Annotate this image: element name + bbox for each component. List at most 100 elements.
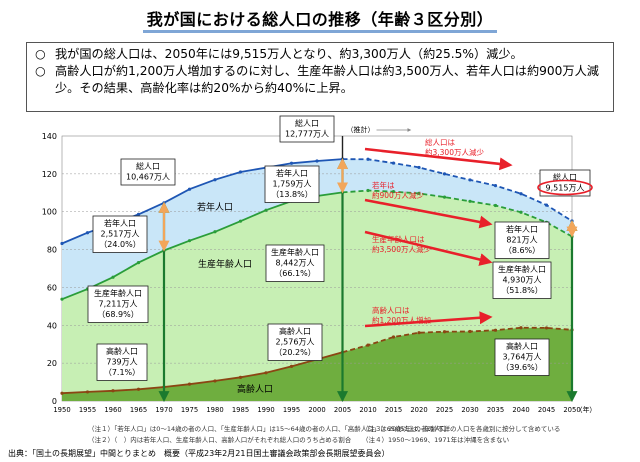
estimate-label: （推計） (347, 125, 375, 134)
total-point (493, 183, 498, 188)
working-1970-callout-text: （68.9%） (97, 310, 138, 319)
total-point (391, 161, 396, 165)
elderly-point (289, 364, 294, 368)
summary-line: ○ 我が国の総人口は、2050年には9,515万人となり、約3,300万人（約2… (35, 46, 605, 63)
total-decrease-note: 総人口は (425, 137, 455, 147)
working-decrease-note: 生産年齢人口は (372, 234, 425, 244)
total-point (136, 212, 141, 216)
young-area (62, 159, 572, 300)
working-point (417, 191, 421, 195)
total-2050-callout (539, 169, 591, 197)
working-2005-callout-text: （66.1%） (274, 269, 315, 278)
y-tick-label: 140 (42, 132, 57, 141)
elderly-point (238, 375, 243, 379)
elderly-1970-callout-text: （7.1%） (104, 368, 140, 377)
elderly-2005-callout-text: （20.2%） (274, 348, 315, 357)
working-2050-callout-text: （51.8%） (501, 286, 542, 295)
young-2005-callout-text: 若年人口 (276, 168, 308, 178)
total-1970-callout (120, 158, 176, 186)
total-point (442, 172, 447, 176)
working-decrease-arrow (364, 230, 493, 266)
working-2005-callout-text: 生産年齢人口 (271, 247, 319, 257)
young-2050-callout-text: （8.6%） (504, 246, 540, 255)
young-area-label: 若年人口 (197, 201, 233, 213)
young-1970-callout (92, 215, 148, 253)
working-2050-callout (492, 261, 552, 299)
elderly-2050-callout-text: 高齢人口 (506, 341, 538, 351)
total-point (213, 178, 217, 182)
total-point (417, 165, 421, 170)
elderly-point (213, 379, 217, 383)
elderly-2005-callout-text: 2,576万人 (276, 338, 315, 347)
young-decrease-note: 若年は (372, 180, 395, 190)
elderly-increase-note: 高齢人口は (372, 305, 410, 315)
bullet-icon: ○ (35, 64, 46, 78)
working-line-projection (342, 189, 573, 238)
elderly-point (60, 391, 64, 395)
young-1970-callout-text: 2,517万人 (101, 230, 140, 239)
elderly-point (136, 387, 141, 391)
working-point (519, 210, 523, 214)
working-decrease-note: 約3,500万人減少 (372, 244, 431, 254)
elderly-point (468, 329, 472, 334)
total-point (468, 178, 472, 182)
total-2005-callout-text: 総人口 (295, 118, 319, 128)
x-tick-label: 1990 (257, 406, 274, 414)
young-decrease-arrow (364, 198, 493, 229)
elderly-2005-callout-text: 高齢人口 (279, 326, 311, 336)
working-point (111, 275, 115, 279)
total-line-projection (342, 158, 573, 222)
elderly-point (493, 328, 498, 332)
elderly-2005-callout (267, 323, 323, 361)
source-note: 出典：「国土の長期展望」中間とりまとめ 概要（平成23年2月21日国土審議会政策… (8, 449, 390, 458)
elderly-1970-callout-text: 高齢人口 (106, 346, 138, 356)
x-tick-label: 1995 (283, 406, 300, 414)
elderly-2050-callout (494, 338, 550, 376)
y-tick-label: 40 (47, 321, 57, 330)
elderly-point (442, 330, 447, 334)
y-tick-label: 60 (47, 283, 57, 292)
working-point (264, 208, 268, 212)
working-point (60, 297, 64, 301)
elderly-point (417, 331, 421, 335)
elderly-2050-callout-text: 3,764万人 (503, 353, 542, 362)
young-2005-callout-text: （13.8%） (271, 190, 312, 199)
y-tick-label: 20 (47, 359, 57, 368)
elderly-point (187, 382, 192, 386)
elderly-point (544, 326, 549, 330)
x-tick-label: 2000 (308, 406, 325, 414)
total-1970-callout-text: 総人口 (136, 161, 160, 171)
total-point (519, 192, 523, 196)
summary-box: ○ 我が国の総人口は、2050年には9,515万人となり、約3,300万人（約2… (26, 42, 614, 112)
x-tick-label: 1965 (130, 406, 147, 414)
x-tick-label: 2040 (512, 406, 529, 414)
footnote: （注３）2005年は、年齢不詳の人口を各歳別に按分して含めている (362, 425, 561, 433)
x-tick-label: 1950 (53, 406, 70, 414)
x-tick-label: 1955 (79, 406, 96, 414)
footnote: （注１）「若年人口」は0～14歳の者の人口、「生産年齢人口」は15～64歳の者の… (88, 425, 447, 433)
x-tick-label: 1970 (155, 406, 172, 414)
footnote: （注４）1950～1969、1971年は沖縄を含まない (362, 436, 510, 444)
young-2050-callout (494, 221, 550, 259)
elderly-point (111, 389, 115, 393)
working-point (136, 261, 141, 265)
total-point (60, 241, 64, 246)
elderly-point (264, 371, 268, 375)
y-tick-label: 120 (42, 170, 57, 179)
total-point (570, 219, 574, 223)
working-1970-callout (87, 285, 149, 323)
x-tick-label: 1975 (181, 406, 198, 414)
page-title: 我が国における総人口の推移（年齢３区分別） (0, 6, 640, 33)
young-2005-callout (264, 165, 320, 203)
working-2005-callout (265, 244, 325, 282)
x-tick-label: 2015 (385, 406, 402, 414)
total-point (289, 161, 294, 165)
x-tick-label: 2045 (538, 406, 555, 414)
total-point (315, 159, 319, 163)
y-tick-label: 80 (47, 246, 57, 255)
x-axis-label: （年） (576, 405, 596, 414)
elderly-area-label: 高齢人口 (237, 383, 273, 395)
elderly-point (366, 343, 370, 347)
x-tick-label: 2025 (436, 406, 453, 414)
total-point (544, 203, 549, 207)
